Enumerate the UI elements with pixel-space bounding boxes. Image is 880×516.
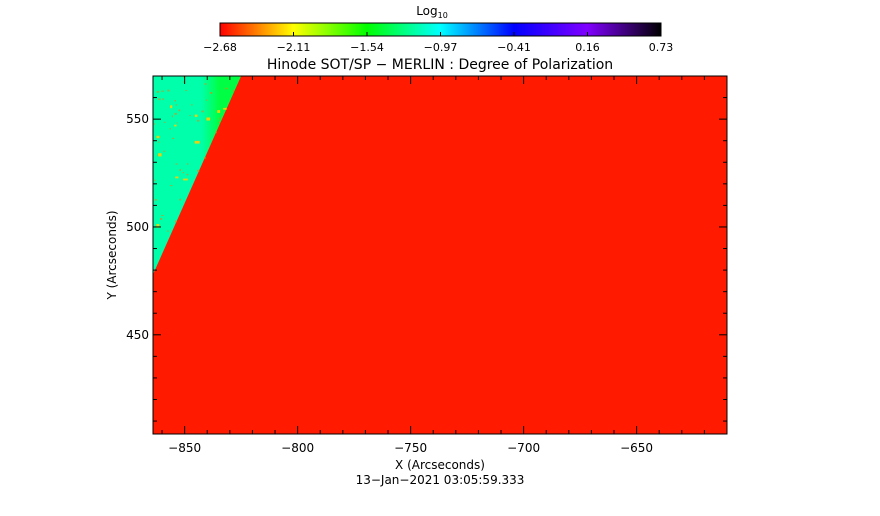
chart-title: Hinode SOT/SP − MERLIN : Degree of Polar… <box>267 57 613 73</box>
colorbar-tick-label: −2.68 <box>203 41 237 54</box>
polarization-feature <box>232 90 234 92</box>
plot-area: −850 −800 −750 −700 −650 450 500 550 <box>126 75 728 455</box>
polarization-feature <box>158 153 162 157</box>
colorbar-tick-label: −1.54 <box>350 41 384 54</box>
polarization-feature <box>171 115 173 118</box>
y-axis-label: Y (Arcseconds) <box>105 210 119 300</box>
colorbar-tick-label: 0.16 <box>575 41 600 54</box>
colorbar-label-subscript: 10 <box>438 11 448 20</box>
polarization-feature <box>167 230 169 232</box>
polarization-feature <box>158 98 161 101</box>
polarization-feature <box>161 215 164 216</box>
polarization-feature <box>156 90 160 93</box>
polarization-feature <box>217 110 221 113</box>
x-tick-label: −650 <box>620 441 653 455</box>
polarization-feature <box>172 137 175 139</box>
colorbar: Log10 −2.68 −2.11 −1.54 −0.97 −0.41 0.16 0.73 <box>203 4 673 54</box>
polarization-feature <box>176 122 178 124</box>
polarization-feature <box>163 150 166 152</box>
polarization-feature <box>174 112 177 115</box>
x-axis-ticks: −850 −800 −750 −700 −650 <box>161 76 728 455</box>
polarization-feature <box>186 173 189 176</box>
polarization-feature <box>170 185 173 187</box>
polarization-feature <box>204 157 207 159</box>
polarization-feature <box>163 121 166 123</box>
polarization-features <box>153 76 234 232</box>
polarization-feature <box>223 107 227 110</box>
polarization-feature <box>185 90 188 92</box>
x-tick-label: −800 <box>281 441 314 455</box>
polarization-feature <box>197 169 200 172</box>
polarization-feature <box>204 83 207 85</box>
polarization-feature <box>160 218 163 220</box>
polarization-feature <box>175 176 179 179</box>
polarization-feature <box>154 199 157 201</box>
polarization-feature <box>153 123 155 125</box>
polarization-feature <box>178 109 181 112</box>
colorbar-tick-label: 0.73 <box>649 41 674 54</box>
polarization-feature <box>191 104 193 106</box>
colorbar-label-main: Log <box>416 4 437 18</box>
y-tick-label: 550 <box>126 112 149 126</box>
polarization-feature <box>179 169 181 171</box>
polarization-feature <box>215 131 217 134</box>
x-axis-label: X (Arcseconds) <box>395 458 485 472</box>
colorbar-ticks: −2.68 −2.11 −1.54 −0.97 −0.41 0.16 0.73 <box>203 32 673 54</box>
x-tick-label: −850 <box>168 441 201 455</box>
polarization-feature <box>197 119 200 122</box>
polarization-feature <box>210 92 213 94</box>
x-tick-label: −750 <box>394 441 427 455</box>
polarization-feature <box>183 81 185 83</box>
polarization-feature <box>174 220 178 223</box>
y-axis-ticks: 450 500 550 <box>126 75 727 422</box>
polarization-feature <box>161 90 164 92</box>
polarization-feature <box>182 172 185 174</box>
colorbar-tick-label: −0.97 <box>424 41 458 54</box>
colorbar-tick-label: −0.41 <box>497 41 531 54</box>
polarization-feature <box>174 100 176 102</box>
polarization-feature <box>175 163 178 165</box>
polarization-feature <box>169 128 171 130</box>
polarization-feature <box>175 104 178 106</box>
polarization-feature <box>194 114 198 117</box>
polarization-feature <box>179 198 182 201</box>
disk-region <box>153 76 727 434</box>
polarization-feature <box>174 124 177 127</box>
polarization-feature <box>157 141 160 143</box>
polarization-feature <box>156 135 160 139</box>
polarization-feature <box>219 117 221 120</box>
polarization-feature <box>154 179 156 182</box>
timestamp: 13−Jan−2021 03:05:59.333 <box>356 473 525 487</box>
polarization-feature <box>218 121 220 124</box>
polarization-feature <box>157 154 160 156</box>
polarization-feature <box>162 98 165 100</box>
colorbar-label: Log10 <box>416 4 448 20</box>
polarization-feature <box>201 110 204 113</box>
plot-frame <box>152 75 728 435</box>
colorbar-tick-label: −2.11 <box>277 41 311 54</box>
polarization-feature <box>183 178 188 181</box>
polarization-feature <box>156 224 160 228</box>
polarization-feature <box>189 115 191 116</box>
polarization-feature <box>186 163 189 165</box>
x-tick-label: −700 <box>507 441 540 455</box>
polarization-feature <box>170 105 173 109</box>
y-tick-label: 450 <box>126 328 149 342</box>
polarization-feature <box>205 99 208 101</box>
y-tick-label: 500 <box>126 220 149 234</box>
polarization-feature <box>225 87 228 90</box>
polarization-feature <box>194 140 200 144</box>
polarization-feature <box>167 89 170 92</box>
polarization-feature <box>206 117 211 121</box>
